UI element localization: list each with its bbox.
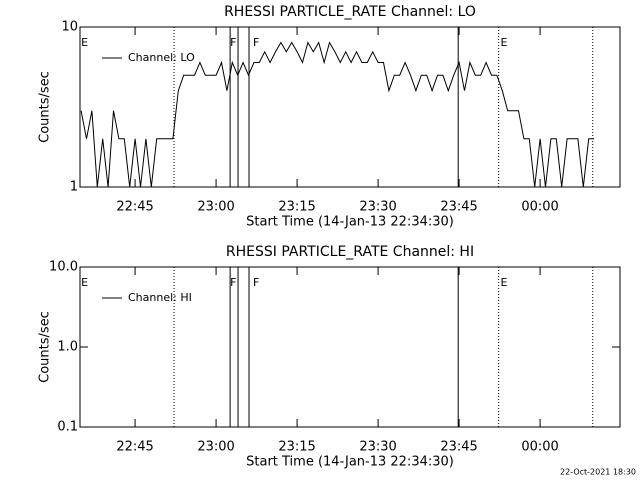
plot-frame [79,26,621,188]
chart-title: RHESSI PARTICLE_RATE Channel: LO [224,4,476,20]
x-axis-label: Start Time (14-Jan-13 22:34:30) [246,215,454,230]
data-line [80,41,595,188]
x-tick-label: 23:30 [359,200,396,215]
y-tick-label: 0.1 [57,420,78,435]
chart-title: RHESSI PARTICLE_RATE Channel: HI [226,244,474,260]
flag-label: F [253,276,259,289]
x-axis-label: Start Time (14-Jan-13 22:34:30) [246,455,454,470]
x-tick-label: 23:45 [440,440,477,455]
y-tick-label: 1 [70,180,78,195]
y-axis-label: Counts/sec [38,71,53,143]
x-tick-label: 23:15 [278,440,315,455]
flag-label: E [500,276,507,289]
x-tick-label: 23:00 [197,440,234,455]
x-tick-label: 23:15 [278,200,315,215]
x-tick-label: 23:00 [197,200,234,215]
x-tick-label: 23:45 [440,200,477,215]
flag-label: E [81,276,88,289]
y-tick-label: 10.0 [49,260,78,275]
x-tick-label: 22:45 [116,200,153,215]
y-axis-label: Counts/sec [38,311,53,383]
footer: 22-Oct-2021 18:30 [560,468,636,477]
flag-label: E [500,36,507,49]
x-tick-label: 00:00 [521,440,558,455]
x-tick-label: 22:45 [116,440,153,455]
legend-label: Channel: LO [128,51,195,64]
y-tick-label: 10 [61,20,78,35]
x-tick-label: 23:30 [359,440,396,455]
y-tick-label: 1.0 [57,340,78,355]
legend-label: Channel: HI [128,291,192,304]
flag-label: F [253,36,259,49]
flag-label: F [230,276,236,289]
flag-label: E [81,36,88,49]
x-tick-label: 00:00 [521,200,558,215]
flag-label: F [230,36,236,49]
